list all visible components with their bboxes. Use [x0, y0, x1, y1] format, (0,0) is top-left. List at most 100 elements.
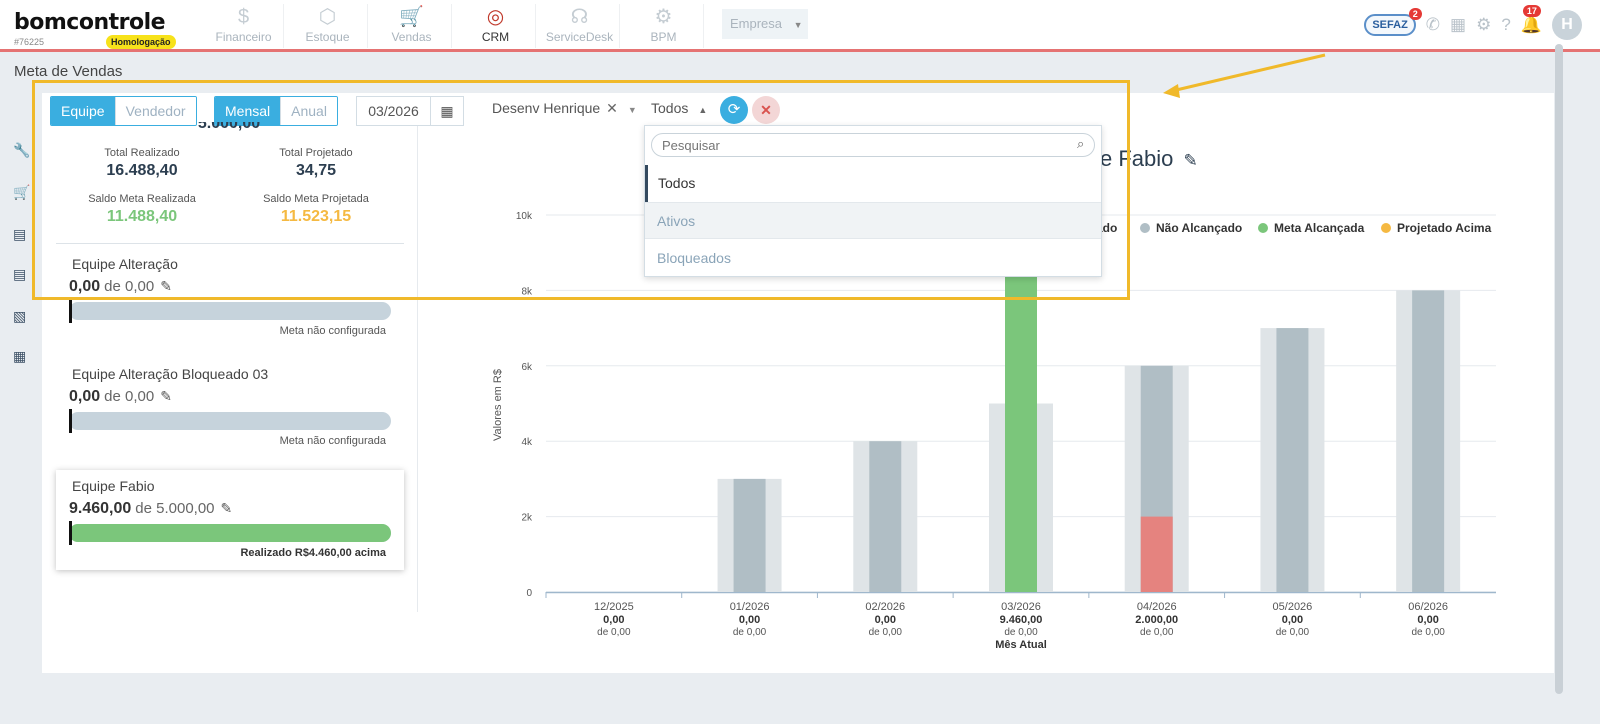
- scope-vendedor-button[interactable]: Vendedor: [114, 97, 196, 125]
- whatsapp-icon[interactable]: ✆: [1425, 15, 1441, 34]
- cart-icon[interactable]: 🛒: [13, 184, 31, 200]
- sefaz-label: SEFAZ: [1372, 19, 1408, 31]
- period-anual-button[interactable]: Anual: [280, 97, 337, 125]
- search-icon: ⌕: [1077, 136, 1085, 151]
- data-label-goal: de 0,00: [1140, 627, 1174, 638]
- sefaz-button[interactable]: SEFAZ 2: [1364, 8, 1422, 36]
- legend-item[interactable]: Projetado Acima: [1381, 221, 1491, 235]
- nav-servicedesk[interactable]: ☊ ServiceDesk: [540, 4, 620, 48]
- edit-icon[interactable]: ✎: [160, 278, 172, 294]
- edit-icon[interactable]: ✎: [1183, 151, 1198, 170]
- team-progress-bar: [69, 409, 391, 433]
- data-label-realized: 0,00: [1282, 614, 1303, 626]
- team-note: Meta não configurada: [279, 325, 386, 337]
- status-select[interactable]: Todos ▲: [651, 100, 707, 116]
- progress-fill: [69, 524, 391, 542]
- team-value: 0,00: [69, 388, 101, 405]
- y-tick-label: 2k: [521, 513, 533, 524]
- date-picker[interactable]: 03/2026 ▦: [356, 96, 464, 126]
- bell-icon[interactable]: 🔔 17: [1520, 5, 1542, 34]
- scope-toggle: Equipe Vendedor: [50, 96, 197, 126]
- gear-icon[interactable]: ⚙: [1476, 15, 1492, 34]
- arrow-line: [1171, 53, 1326, 93]
- dropdown-option-bloqueados[interactable]: Bloqueados: [657, 250, 731, 266]
- bar-not-reached: [869, 441, 902, 592]
- nav-bpm[interactable]: ⚙ BPM: [624, 4, 704, 48]
- caret-up-icon[interactable]: ▲: [698, 105, 708, 115]
- legend-marker: [1381, 223, 1391, 233]
- progress-marker: [69, 409, 72, 433]
- team-card[interactable]: Equipe Alteração Bloqueado 03 0,00 de 0,0…: [56, 358, 404, 458]
- date-input[interactable]: 03/2026: [357, 97, 431, 125]
- team-amount: 9.460,00 de 5.000,00 ✎: [69, 500, 232, 518]
- headset-icon: ☊: [570, 6, 589, 28]
- legend-item[interactable]: Não Alcançado: [1140, 221, 1242, 235]
- bar-not-reached: [733, 478, 766, 592]
- data-label-realized: 0,00: [739, 614, 760, 626]
- team-note: Meta não configurada: [279, 435, 386, 447]
- status-dropdown: ⌕ Todos Ativos Bloqueados: [644, 125, 1102, 277]
- user-select[interactable]: Desenv Henrique ✕ ▼: [492, 100, 637, 117]
- scope-equipe-button[interactable]: Equipe: [51, 97, 115, 125]
- dropdown-search-input[interactable]: [651, 133, 1095, 157]
- refresh-button[interactable]: ⟳: [720, 96, 748, 124]
- calendar-icon[interactable]: ▦: [1450, 15, 1467, 34]
- legend-label: Meta Alcançada: [1274, 221, 1365, 235]
- data-label-goal: de 0,00: [597, 627, 631, 638]
- y-tick-label: 4k: [521, 437, 533, 448]
- scrollbar[interactable]: [1555, 44, 1563, 694]
- wrench-icon[interactable]: 🔧: [13, 142, 31, 158]
- team-card-selected[interactable]: Equipe Fabio 9.460,00 de 5.000,00 ✎ Realiz…: [56, 470, 404, 570]
- legend-item[interactable]: Meta Alcançada: [1258, 221, 1364, 235]
- saldo-projetada-value: 11.523,15: [280, 208, 352, 225]
- total-realizado-label: Total Realizado: [104, 147, 180, 159]
- nav-financeiro[interactable]: $ Financeiro: [204, 4, 284, 48]
- data-label-goal: de 0,00: [1276, 627, 1310, 638]
- close-icon: ✕: [760, 102, 772, 118]
- help-icon[interactable]: ?: [1501, 15, 1511, 34]
- calendar-icon[interactable]: ▦: [440, 103, 454, 119]
- team-name: Equipe Fabio: [72, 478, 155, 494]
- team-name: Equipe Alteração: [72, 256, 178, 272]
- team-value: 0,00: [69, 278, 101, 295]
- data-label-realized: 0,00: [603, 614, 624, 626]
- bar-goal-reached: [1005, 235, 1037, 592]
- legend-marker: [1258, 223, 1268, 233]
- caret-down-icon[interactable]: ▼: [627, 105, 637, 115]
- chart-title-text: e Fabio: [1100, 146, 1174, 171]
- calendar-icon[interactable]: ▦: [13, 348, 27, 364]
- nav-label: ServiceDesk: [545, 30, 614, 44]
- chart-title: e Fabio ✎: [1100, 146, 1198, 172]
- clear-filters-button[interactable]: ✕: [752, 96, 780, 124]
- dropdown-option-ativos[interactable]: Ativos: [645, 202, 1101, 239]
- team-name: Equipe Alteração Bloqueado 03: [72, 366, 269, 382]
- clear-icon[interactable]: ✕: [606, 100, 618, 116]
- document-icon[interactable]: ▤: [13, 266, 27, 282]
- nav-estoque[interactable]: ⬡ Estoque: [288, 4, 368, 48]
- data-label-realized: 9.460,00: [1000, 614, 1043, 626]
- nav-vendas[interactable]: 🛒 Vendas: [372, 4, 452, 48]
- edit-icon[interactable]: ✎: [160, 388, 172, 404]
- empresa-label: Empresa: [730, 16, 783, 31]
- avatar[interactable]: H: [1552, 10, 1582, 40]
- data-label-goal: de 0,00: [733, 627, 767, 638]
- empresa-select[interactable]: Empresa ▼: [722, 9, 808, 39]
- y-axis-label: Valores em R$: [492, 369, 504, 441]
- period-toggle: Mensal Anual: [214, 96, 338, 126]
- dropdown-option-todos[interactable]: Todos: [645, 165, 1101, 202]
- edit-icon[interactable]: ✎: [220, 500, 233, 516]
- x-tick-label: 05/2026: [1273, 601, 1313, 613]
- saldo-realizada-label: Saldo Meta Realizada: [88, 193, 196, 205]
- team-amount: 0,00 de 0,00 ✎: [69, 278, 172, 296]
- caret-down-icon: ▼: [793, 20, 803, 30]
- team-card[interactable]: Equipe Alteração 0,00 de 0,00 ✎ Meta não c…: [56, 248, 404, 348]
- status-select-value: Todos: [651, 100, 689, 116]
- pdf-icon[interactable]: ▧: [13, 308, 27, 324]
- period-mensal-button[interactable]: Mensal: [215, 97, 281, 125]
- partial-top-value: 5.000,00: [197, 122, 261, 132]
- document-icon[interactable]: ▤: [13, 226, 27, 242]
- app-logo[interactable]: bomcontrole: [14, 10, 166, 35]
- nav-crm[interactable]: ◎ CRM: [456, 4, 536, 48]
